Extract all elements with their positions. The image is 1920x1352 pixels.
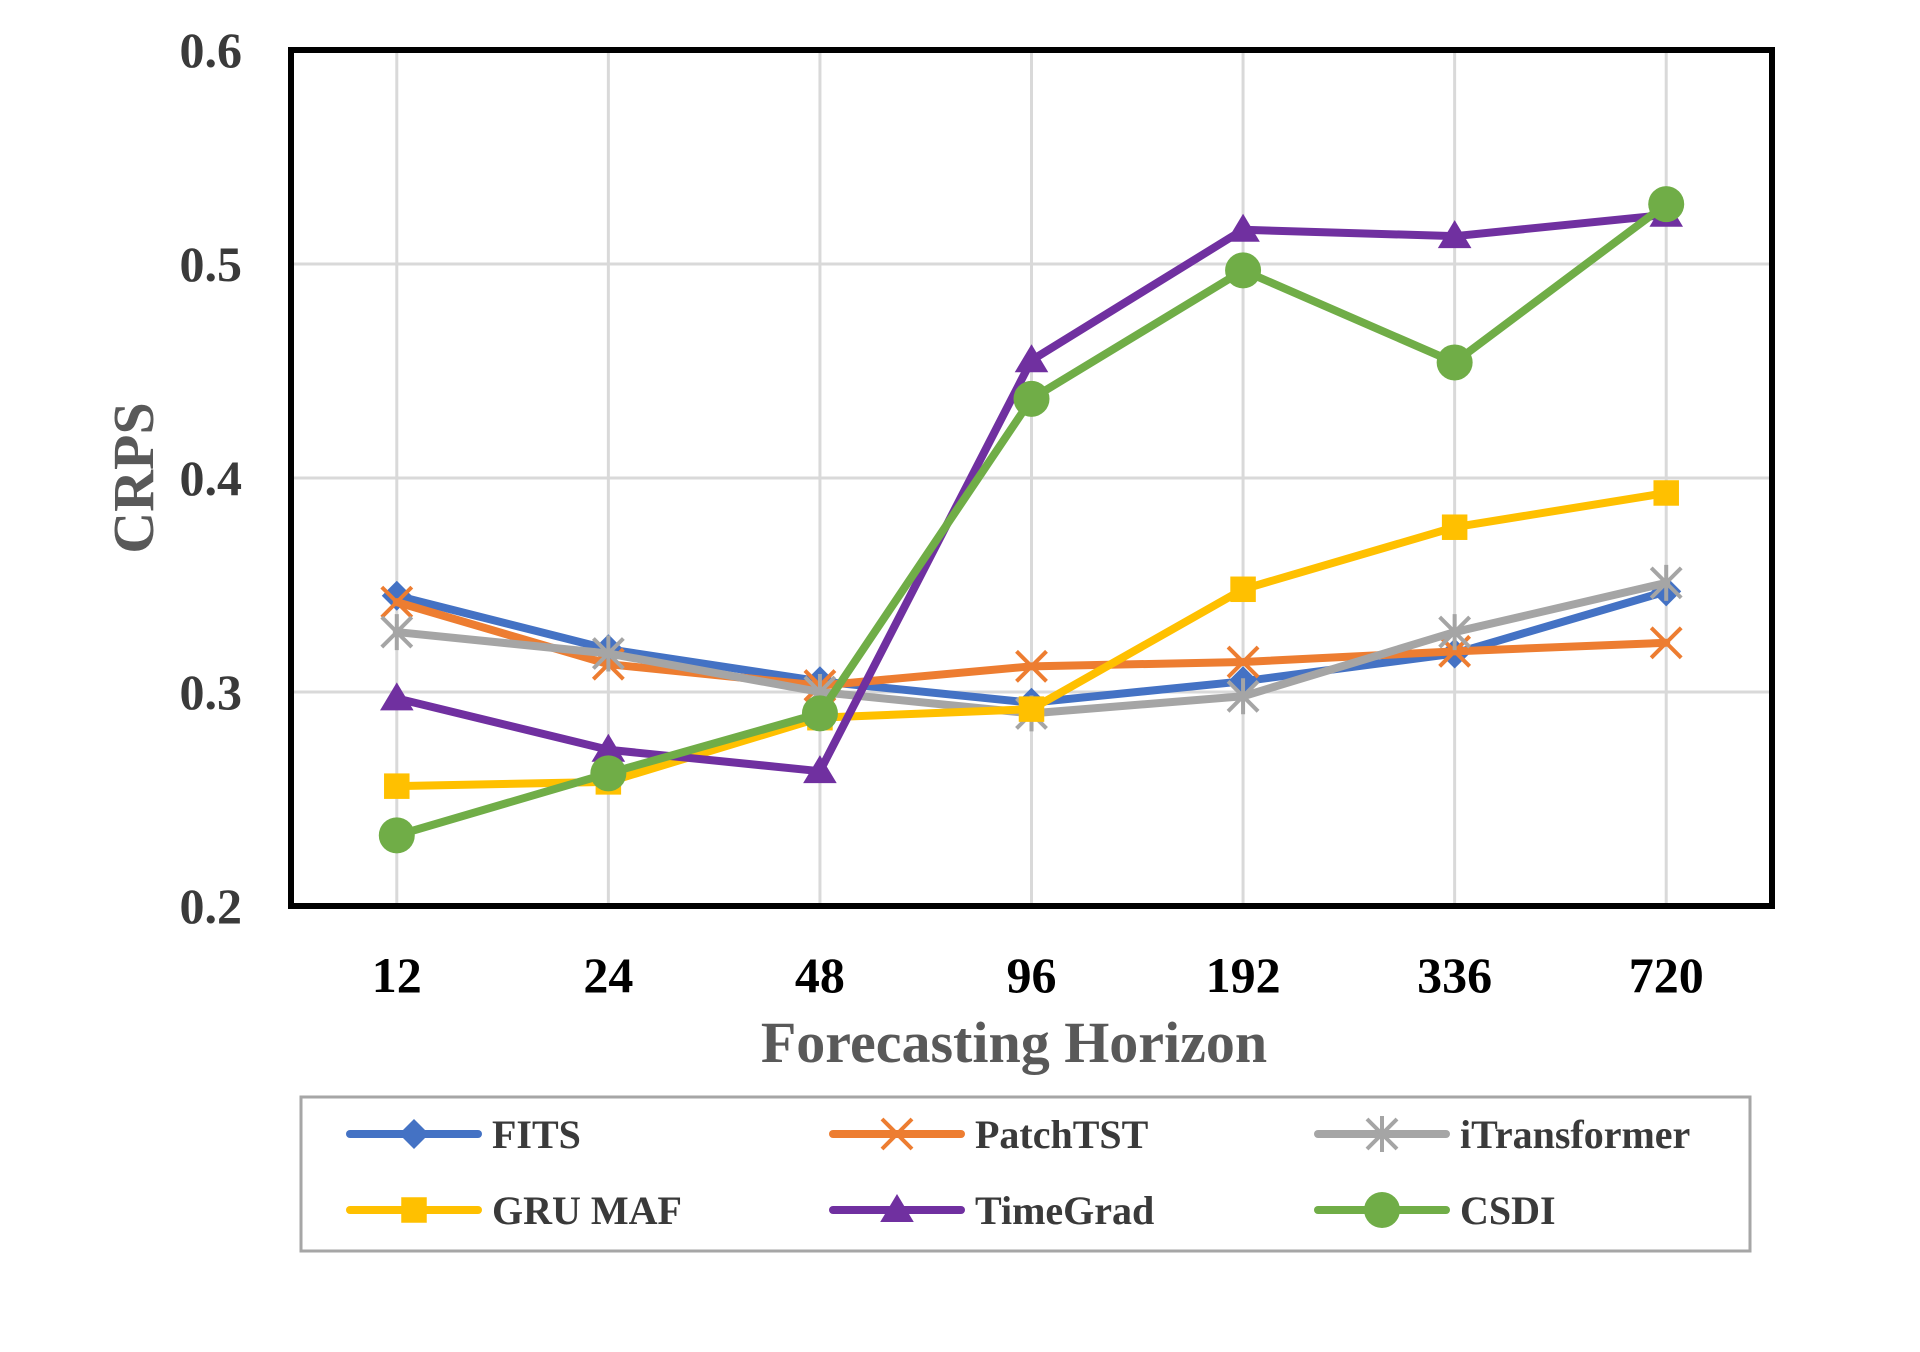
- data-point-gru-maf: [1230, 576, 1256, 603]
- data-point-csdi: [801, 695, 838, 732]
- data-point-csdi: [1225, 252, 1262, 289]
- data-point-timegrad: [1437, 220, 1472, 249]
- legend-marker-itransformer: [1365, 1116, 1399, 1152]
- legend-box: [299, 1095, 1752, 1253]
- x-tick-label: 48: [795, 947, 845, 1003]
- data-point-timegrad: [803, 755, 837, 784]
- x-tick-label: 12: [372, 947, 422, 1003]
- data-point-csdi: [1648, 186, 1685, 223]
- legend-marker-patchtst: [880, 1117, 914, 1151]
- legend-item-itransformer: iTransformer: [1314, 1112, 1690, 1157]
- x-tick-label: 96: [1007, 947, 1057, 1003]
- legend-marker-gru-maf: [401, 1197, 427, 1223]
- data-point-csdi: [590, 755, 627, 792]
- legend-label: PatchTST: [975, 1112, 1149, 1157]
- y-tick-label: 0.4: [180, 450, 243, 506]
- data-point-csdi: [378, 817, 415, 854]
- data-point-patchtst: [1226, 645, 1260, 679]
- plot-area-frame: [288, 47, 1775, 909]
- data-point-itransformer: [591, 635, 625, 672]
- data-point-itransformer: [1226, 678, 1260, 715]
- y-tick-label: 0.6: [180, 22, 243, 78]
- legend-item-fits: FITS: [346, 1112, 581, 1157]
- legend-item-csdi: CSDI: [1314, 1188, 1556, 1233]
- x-tick-label: 24: [583, 947, 633, 1003]
- y-tick-label: 0.3: [180, 664, 243, 720]
- y-tick-label: 0.2: [180, 878, 243, 934]
- legend-label: TimeGrad: [975, 1188, 1154, 1233]
- data-point-patchtst: [1649, 626, 1683, 660]
- x-axis-title: Forecasting Horizon: [761, 1010, 1267, 1075]
- legend-label: CSDI: [1460, 1188, 1556, 1233]
- y-tick-label: 0.5: [180, 236, 243, 292]
- legend-label: GRU MAF: [492, 1188, 682, 1233]
- data-point-timegrad: [591, 733, 626, 762]
- data-point-timegrad: [1226, 213, 1260, 242]
- data-point-gru-maf: [1441, 514, 1468, 540]
- y-axis-ticks: 0.2 0.3 0.4 0.5 0.6: [180, 22, 243, 934]
- legend-label: FITS: [492, 1112, 581, 1157]
- series-csdi: [378, 186, 1685, 854]
- grid-lines: [291, 48, 1772, 908]
- legend-label: iTransformer: [1460, 1112, 1690, 1157]
- series-lines: [378, 186, 1685, 854]
- data-point-itransformer: [1438, 614, 1472, 651]
- data-point-patchtst: [380, 585, 414, 619]
- legend-item-patchtst: PatchTST: [829, 1112, 1149, 1157]
- data-point-patchtst: [1015, 649, 1048, 683]
- x-tick-label: 336: [1417, 947, 1492, 1003]
- legend-item-gru-maf: GRU MAF: [346, 1188, 682, 1233]
- legend-marker-timegrad: [880, 1194, 914, 1222]
- legend-marker-fits: [399, 1119, 429, 1149]
- data-point-itransformer: [380, 614, 414, 651]
- x-tick-label: 192: [1206, 947, 1281, 1003]
- legend-item-timegrad: TimeGrad: [829, 1188, 1154, 1233]
- x-axis-ticks: 12 24 48 96 192 336 720: [372, 947, 1704, 1003]
- legend-marker-csdi: [1364, 1192, 1400, 1228]
- legend: FITS PatchTST iTransformer GRU MAF TimeGrad C…: [299, 1095, 1752, 1253]
- data-point-csdi: [1436, 344, 1473, 381]
- data-point-timegrad: [1014, 344, 1049, 373]
- data-point-csdi: [1013, 380, 1050, 417]
- data-point-itransformer: [1649, 564, 1683, 601]
- data-point-gru-maf: [384, 773, 410, 799]
- data-point-gru-maf: [1018, 696, 1045, 722]
- data-point-timegrad: [379, 682, 414, 711]
- y-axis-title: CRPS: [101, 402, 166, 553]
- x-tick-label: 720: [1629, 947, 1704, 1003]
- data-point-gru-maf: [1653, 480, 1679, 506]
